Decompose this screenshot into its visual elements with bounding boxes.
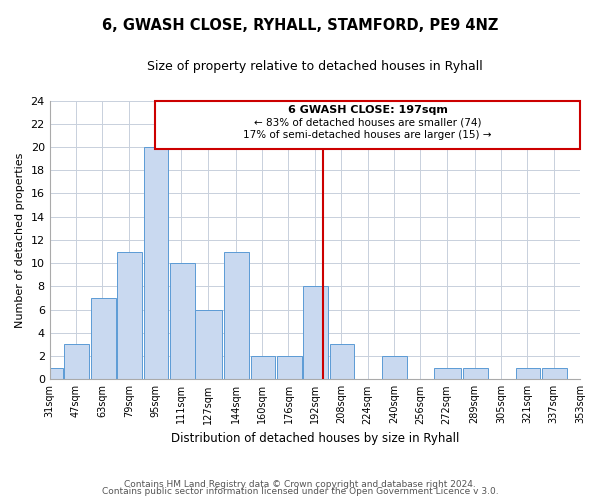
Bar	[224, 252, 249, 380]
Bar	[251, 356, 275, 380]
Y-axis label: Number of detached properties: Number of detached properties	[15, 152, 25, 328]
Bar	[117, 252, 142, 380]
Bar	[64, 344, 89, 380]
Bar	[304, 286, 328, 380]
Bar	[91, 298, 116, 380]
Text: 17% of semi-detached houses are larger (15) →: 17% of semi-detached houses are larger (…	[243, 130, 492, 140]
Bar	[170, 263, 194, 380]
Bar	[196, 310, 222, 380]
Title: Size of property relative to detached houses in Ryhall: Size of property relative to detached ho…	[147, 60, 483, 73]
Bar	[38, 368, 63, 380]
Bar	[516, 368, 541, 380]
Bar	[382, 356, 407, 380]
Text: Contains public sector information licensed under the Open Government Licence v : Contains public sector information licen…	[101, 487, 499, 496]
Bar	[277, 356, 302, 380]
Text: Contains HM Land Registry data © Crown copyright and database right 2024.: Contains HM Land Registry data © Crown c…	[124, 480, 476, 489]
FancyBboxPatch shape	[155, 100, 580, 150]
Bar	[542, 368, 567, 380]
Bar	[329, 344, 355, 380]
Bar	[463, 368, 488, 380]
X-axis label: Distribution of detached houses by size in Ryhall: Distribution of detached houses by size …	[170, 432, 459, 445]
Text: 6 GWASH CLOSE: 197sqm: 6 GWASH CLOSE: 197sqm	[287, 104, 448, 115]
Bar	[434, 368, 461, 380]
Text: ← 83% of detached houses are smaller (74): ← 83% of detached houses are smaller (74…	[254, 118, 481, 128]
Bar	[143, 147, 168, 380]
Text: 6, GWASH CLOSE, RYHALL, STAMFORD, PE9 4NZ: 6, GWASH CLOSE, RYHALL, STAMFORD, PE9 4N…	[102, 18, 498, 32]
